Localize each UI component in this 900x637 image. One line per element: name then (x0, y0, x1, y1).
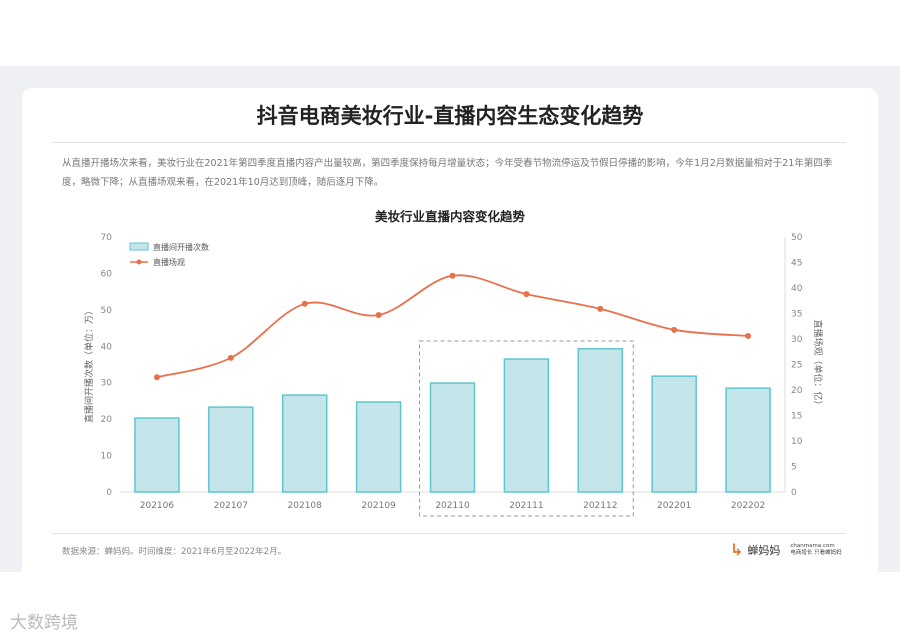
y2-tick-label: 35 (791, 310, 802, 320)
y2-tick-label: 10 (791, 437, 803, 447)
data-source: 数据来源：蝉妈妈。时间维度：2021年6月至2022年2月。 (62, 547, 287, 557)
y2-tick-label: 0 (791, 488, 797, 498)
y2-tick-label: 15 (791, 412, 802, 422)
description: 从直播开播场次来看，美妆行业在2021年第四季度直播内容产出量较高，第四季度保持… (62, 158, 833, 188)
logo-icon: ↳ (730, 540, 744, 559)
bar (208, 406, 254, 493)
y2-tick-label: 45 (791, 259, 802, 269)
y-tick-label: 40 (101, 342, 113, 352)
y-tick-label: 0 (106, 488, 112, 498)
chart-title: 美妆行业直播内容变化趋势 (374, 209, 525, 224)
y2-tick-label: 40 (791, 284, 803, 294)
bar (355, 401, 402, 493)
x-tick-label: 202108 (288, 501, 323, 511)
y-axis-label: 直播间开播次数（单位：万） (83, 306, 95, 423)
logo-name: 蝉妈妈 (747, 543, 781, 557)
bar (651, 375, 697, 493)
bar (503, 358, 550, 493)
x-tick-label: 202110 (435, 501, 470, 511)
bar (725, 387, 771, 493)
line-point (523, 291, 530, 298)
x-tick-label: 202112 (583, 501, 617, 511)
y-tick-label: 20 (101, 415, 113, 425)
chanmama-logo: ↳ 蝉妈妈 chanmama.com 电商增长 只看蝉妈妈 (730, 540, 842, 559)
y-tick-label: 50 (101, 306, 113, 316)
y-tick-label: 30 (101, 379, 113, 389)
y2-tick-label: 50 (791, 233, 803, 243)
y-tick-label: 70 (101, 233, 113, 243)
legend-line-label: 直播场观 (153, 257, 185, 267)
bar (281, 394, 328, 493)
divider (52, 533, 846, 534)
legend-bar-label: 直播间开播次数 (153, 242, 209, 252)
line-point (301, 300, 308, 307)
y2-axis-label: 直播场观（单位：亿） (812, 319, 824, 409)
logo-domain-block: chanmama.com 电商增长 只看蝉妈妈 (790, 543, 841, 557)
line-point (227, 354, 234, 361)
logo-slogan: 电商增长 只看蝉妈妈 (790, 549, 842, 556)
x-tick-label: 202106 (140, 501, 175, 511)
line-point (153, 374, 160, 381)
logo-domain: chanmama.com (790, 542, 835, 549)
line-series (156, 274, 749, 379)
bar (577, 348, 624, 493)
watermark: 大数跨境 (10, 613, 78, 633)
x-tick-label: 202202 (731, 501, 765, 511)
y2-tick-label: 5 (791, 463, 797, 473)
line-point (597, 305, 604, 312)
y-tick-label: 60 (101, 269, 113, 279)
x-tick-label: 202111 (509, 501, 543, 511)
x-tick-label: 202201 (657, 501, 691, 511)
highlight-box (419, 340, 634, 517)
legend-line-marker (136, 259, 142, 265)
page-title: 抖音电商美妆行业-直播内容生态变化趋势 (256, 104, 644, 128)
y2-tick-label: 30 (791, 335, 803, 345)
divider (52, 142, 846, 143)
legend-bar-swatch (129, 242, 149, 251)
x-tick-label: 202109 (361, 501, 396, 511)
line-point (449, 272, 456, 279)
line-point (375, 312, 382, 319)
y2-tick-label: 20 (791, 386, 803, 396)
x-tick-label: 202107 (214, 501, 248, 511)
bar (134, 417, 180, 493)
y2-tick-label: 25 (791, 361, 802, 371)
y-tick-label: 10 (101, 452, 113, 462)
line-point (745, 332, 752, 339)
line-point (671, 326, 678, 333)
bar (429, 382, 476, 493)
